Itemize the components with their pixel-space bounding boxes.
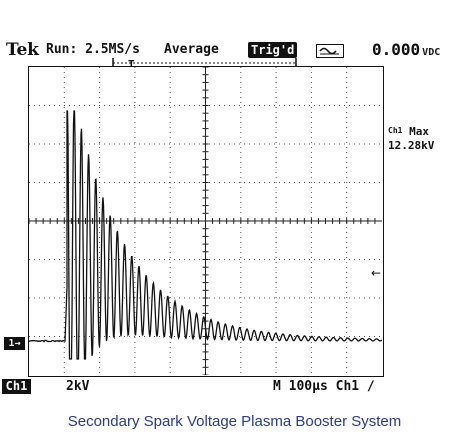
brand-label: Tek xyxy=(6,40,39,60)
run-state-label: Run: 2.5MS/s xyxy=(46,42,140,57)
timebase-label: M 100µs Ch1 ∕ xyxy=(273,379,375,394)
channel-badge: Ch1 xyxy=(2,379,31,394)
volts-per-div-label: 2kV xyxy=(66,379,89,394)
left-arrow-icon: ← xyxy=(371,266,381,280)
measurement-value: 12.28kV xyxy=(388,139,434,153)
ac-coupling-icon xyxy=(316,44,344,58)
dc-readout: 0.000 VDC xyxy=(372,40,440,59)
channel-ground-marker: 1→ xyxy=(4,337,25,350)
figure-caption: Secondary Spark Voltage Plasma Booster S… xyxy=(0,413,469,430)
readout-unit: VDC xyxy=(422,47,440,58)
scope-trace-area xyxy=(29,67,382,375)
measurement-label: Max xyxy=(409,125,429,138)
scope-graticule xyxy=(28,66,384,377)
readout-value: 0.000 xyxy=(372,40,420,59)
measurement-channel: Ch1 xyxy=(388,126,402,135)
max-measurement: Ch1 Max 12.28kV xyxy=(388,124,434,153)
acquire-mode-label: Average xyxy=(164,42,219,57)
